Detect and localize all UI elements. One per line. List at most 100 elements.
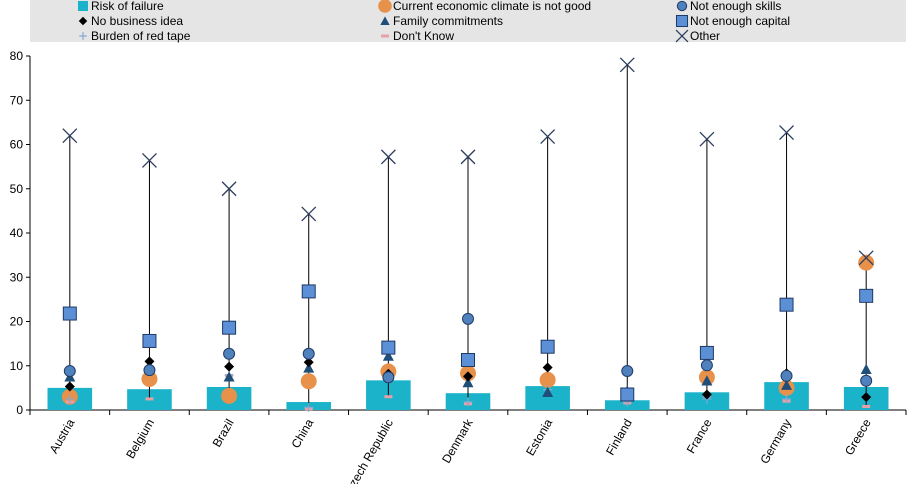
point-don-t-know-belgium [145, 397, 154, 401]
point-no-business-idea-estonia [542, 362, 553, 373]
point-not-enough-capital-finland [620, 387, 635, 402]
point-not-enough-capital-belgium [142, 333, 157, 348]
legend-marker-no-business-idea [78, 16, 88, 26]
legend-label-risk-of-failure: Risk of failure [91, 0, 164, 13]
legend-marker-risk-of-failure [78, 1, 88, 11]
point-family-commitments-denmark [462, 377, 474, 388]
point-not-enough-skills-brazil [223, 347, 236, 360]
legend: Risk of failure Current economic climate … [78, 0, 790, 43]
point-family-commitments-estonia [542, 386, 554, 397]
point-other-denmark [460, 149, 476, 165]
point-no-business-idea-austria [64, 381, 75, 392]
point-not-enough-capital-germany [779, 297, 794, 312]
point-other-china [301, 206, 317, 222]
point-burden-of-red-tape-china [304, 402, 314, 412]
legend-label-don-t-know: Don't Know [393, 29, 454, 43]
legend-label-family-commitments: Family commitments [393, 14, 503, 28]
point-other-czech-republic [380, 149, 396, 165]
point-not-enough-skills-denmark [462, 312, 474, 325]
point-not-enough-skills-finland [621, 365, 634, 378]
point-not-enough-capital-czech-republic [381, 340, 396, 355]
point-family-commitments-czech-republic [382, 350, 394, 361]
point-other-germany [779, 125, 795, 141]
point-current-economic-climate-is-not-good-greece [858, 254, 875, 271]
point-other-france [699, 131, 715, 147]
point-family-commitments-china [303, 362, 315, 373]
x-axis: Austria Belgium Brazil China Czech Republic D… [29, 409, 907, 489]
legend-label-not-enough-skills: Not enough skills [690, 0, 781, 13]
legend-marker-other [675, 29, 689, 43]
point-no-business-idea-greece [861, 392, 872, 403]
x-tick-label-france: France [684, 416, 715, 456]
y-tick-label-40: 40 [10, 226, 24, 240]
point-other-finland [619, 57, 635, 73]
point-current-economic-climate-is-not-good-belgium [141, 371, 158, 388]
x-tick-label-greece: Greece [842, 416, 874, 457]
legend-label-other: Other [690, 29, 720, 43]
point-not-enough-skills-greece [860, 374, 873, 387]
point-don-t-know-czech-republic [384, 395, 393, 399]
y-tick-label-20: 20 [10, 315, 24, 329]
point-no-business-idea-brazil [224, 361, 235, 372]
y-tick-label-30: 30 [10, 270, 24, 284]
y-axis: 0 10 20 30 40 50 60 70 80 [10, 49, 31, 417]
point-burden-of-red-tape-denmark [463, 397, 473, 407]
y-tick-label-50: 50 [10, 182, 24, 196]
point-family-commitments-germany [781, 379, 793, 390]
point-not-enough-capital-denmark [461, 352, 475, 367]
point-don-t-know-greece [862, 404, 871, 408]
point-current-economic-climate-is-not-good-estonia [539, 371, 556, 388]
point-not-enough-skills-austria [63, 365, 76, 378]
x-tick-label-brazil: Brazil [210, 417, 237, 450]
point-not-enough-skills-czech-republic [382, 371, 395, 384]
point-family-commitments-brazil [223, 371, 235, 382]
point-burden-of-red-tape-austria [65, 394, 75, 404]
y-tick-label-60: 60 [10, 138, 24, 152]
point-other-belgium [141, 152, 157, 168]
point-current-economic-climate-is-not-good-brazil [221, 387, 238, 404]
point-no-business-idea-france [701, 389, 712, 400]
point-other-estonia [540, 129, 556, 144]
point-not-enough-skills-china [302, 347, 315, 360]
legend-marker-current-economic-climate-is-not-good [378, 0, 392, 13]
point-not-enough-skills-france [700, 359, 713, 372]
x-tick-label-estonia: Estonia [523, 416, 555, 458]
point-no-business-idea-china [303, 357, 314, 368]
point-not-enough-capital-france [699, 345, 714, 360]
point-not-enough-capital-austria [62, 306, 77, 321]
legend-background [30, 0, 906, 42]
point-not-enough-capital-greece [859, 288, 874, 303]
point-not-enough-capital-brazil [222, 320, 237, 335]
y-tick-label-70: 70 [10, 93, 24, 107]
legend-marker-family-commitments [380, 16, 390, 25]
point-current-economic-climate-is-not-good-china [300, 373, 317, 390]
y-tick-label-80: 80 [10, 49, 24, 63]
point-no-business-idea-denmark [463, 371, 473, 382]
point-not-enough-capital-estonia [540, 339, 555, 354]
legend-marker-not-enough-capital [675, 14, 689, 28]
point-not-enough-skills-germany [780, 369, 793, 382]
point-other-greece [858, 250, 874, 266]
legend-label-no-business-idea: No business idea [91, 14, 183, 28]
point-no-business-idea-belgium [144, 356, 155, 367]
point-other-austria [62, 128, 78, 144]
point-family-commitments-greece [860, 363, 872, 374]
x-tick-label-denmark: Denmark [439, 416, 476, 466]
x-tick-label-germany: Germany [757, 417, 794, 467]
point-not-enough-skills-belgium [143, 364, 156, 377]
point-other-brazil [221, 181, 237, 197]
x-tick-label-china: China [289, 416, 317, 450]
legend-label-not-enough-capital: Not enough capital [690, 14, 790, 28]
x-tick-label-belgium: Belgium [123, 417, 157, 462]
x-tick-label-czech-republic: Czech Republic [342, 417, 396, 485]
legend-marker-don-t-know [381, 34, 389, 38]
x-tick-label-austria: Austria [47, 416, 78, 456]
x-tick-label-finland: Finland [603, 417, 635, 458]
y-tick-label-10: 10 [10, 359, 24, 373]
legend-marker-not-enough-skills [676, 0, 688, 12]
legend-label-burden-of-red-tape: Burden of red tape [91, 29, 191, 43]
legend-label-current-economic-climate-is-not-good: Current economic climate is not good [393, 0, 591, 13]
plot-area [47, 57, 889, 412]
point-burden-of-red-tape-germany [782, 394, 792, 404]
